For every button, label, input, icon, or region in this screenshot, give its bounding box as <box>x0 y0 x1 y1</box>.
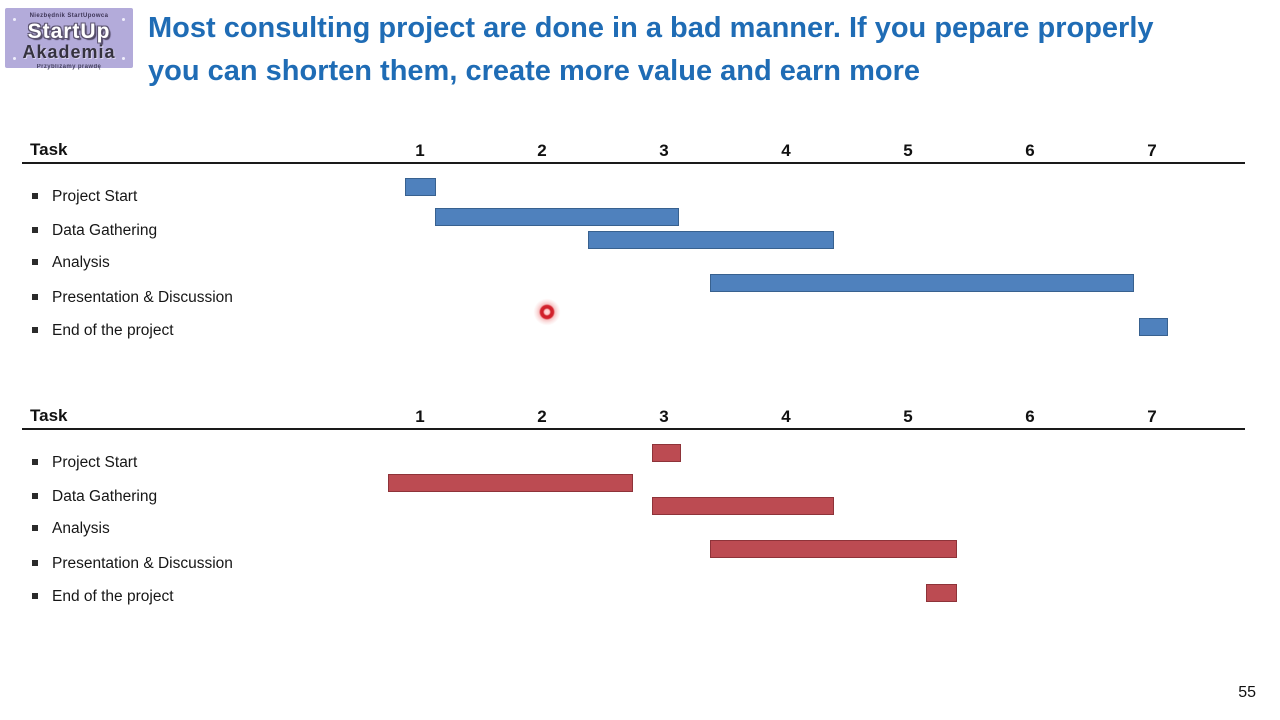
bullet-icon <box>32 493 38 499</box>
task-label: Presentation & Discussion <box>52 555 233 572</box>
gantt-bar <box>434 208 679 226</box>
logo-wordmark-line2: Akademia <box>22 42 116 62</box>
gantt-bar <box>926 584 957 602</box>
column-header-7: 7 <box>1147 407 1157 426</box>
bullet-icon <box>32 227 38 233</box>
logo-corner-dot <box>13 57 16 60</box>
bullet-icon <box>32 259 38 265</box>
task-label: Project Start <box>52 188 138 205</box>
task-label: Presentation & Discussion <box>52 289 233 306</box>
bullet-icon <box>32 294 38 300</box>
gantt-bar <box>651 444 682 462</box>
column-header-6: 6 <box>1025 141 1035 160</box>
logo-bottom-caption: Przybliżamy prawdę <box>36 64 102 70</box>
bullet-icon <box>32 459 38 465</box>
gantt-bar <box>710 540 957 558</box>
column-header-6: 6 <box>1025 407 1035 426</box>
header-rule <box>22 428 1245 430</box>
task-column-header: Task <box>30 140 68 159</box>
gantt-chart-original-plan: Task 1 2 3 4 5 6 7 Project Start Data Gathering An… <box>0 138 1280 353</box>
column-header-1: 1 <box>415 407 425 426</box>
task-label: Project Start <box>52 454 138 471</box>
bullet-icon <box>32 593 38 599</box>
header-rule <box>22 162 1245 164</box>
task-label: Data Gathering <box>52 488 158 505</box>
bullet-icon <box>32 193 38 199</box>
bullet-icon <box>32 525 38 531</box>
startup-akademia-logo: Niezbędnik StartUpowca StartUp Akademia … <box>5 8 133 70</box>
column-header-5: 5 <box>903 407 913 426</box>
laser-pointer-dot <box>533 298 561 326</box>
column-header-4: 4 <box>781 407 791 426</box>
column-header-4: 4 <box>781 141 791 160</box>
column-header-3: 3 <box>659 407 669 426</box>
task-label: Analysis <box>52 520 110 537</box>
gantt-bar <box>1138 318 1168 336</box>
task-label: Analysis <box>52 254 110 271</box>
gantt-bar <box>710 274 1134 292</box>
bullet-icon <box>32 560 38 566</box>
slide-title: Most consulting project are done in a ba… <box>148 7 1238 93</box>
column-header-2: 2 <box>537 407 547 426</box>
column-header-7: 7 <box>1147 141 1157 160</box>
column-header-5: 5 <box>903 141 913 160</box>
task-label: End of the project <box>52 322 174 339</box>
logo-corner-dot <box>122 18 125 21</box>
gantt-bar <box>588 231 834 249</box>
logo-corner-dot <box>13 18 16 21</box>
gantt-bar <box>651 497 834 515</box>
slide-title-line2: you can shorten them, create more value … <box>148 55 920 87</box>
logo-corner-dot <box>122 57 125 60</box>
slide-title-line1: Most consulting project are done in a ba… <box>148 12 1154 44</box>
bullet-icon <box>32 327 38 333</box>
logo-top-caption: Niezbędnik StartUpowca <box>29 13 109 19</box>
task-label: Data Gathering <box>52 222 158 239</box>
logo-wordmark-line1: StartUp <box>27 20 111 43</box>
page-number: 55 <box>1238 684 1256 701</box>
column-header-3: 3 <box>659 141 669 160</box>
task-column-header: Task <box>30 406 68 425</box>
column-header-2: 2 <box>537 141 547 160</box>
gantt-bar <box>405 178 436 196</box>
gantt-chart-shortened-plan: Task 1 2 3 4 5 6 7 Project Start Data Gathering An… <box>0 404 1280 619</box>
gantt-bar <box>388 474 634 492</box>
column-header-1: 1 <box>415 141 425 160</box>
task-label: End of the project <box>52 588 174 605</box>
